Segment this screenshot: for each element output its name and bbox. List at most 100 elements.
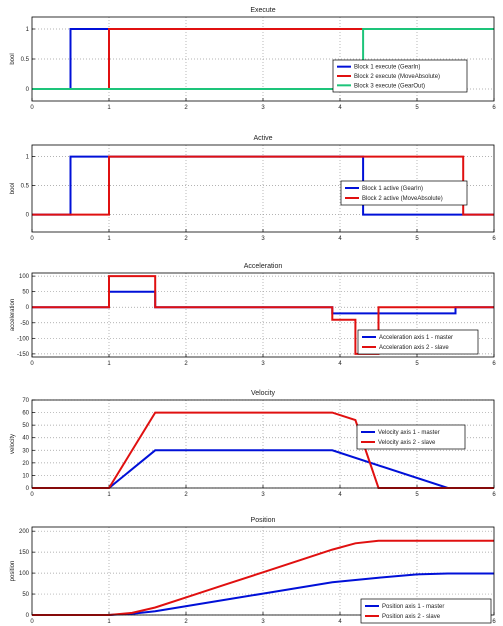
x-tick-label: 2	[184, 236, 188, 242]
legend-label: Position axis 1 - master	[382, 604, 444, 610]
series-line	[32, 539, 494, 616]
y-tick-label: -100	[17, 336, 30, 342]
x-tick-label: 6	[492, 619, 496, 625]
legend-label: Block 2 active (MoveAbsolute)	[362, 196, 443, 202]
legend-box	[356, 424, 466, 450]
chart-title: Velocity	[251, 390, 276, 397]
x-tick-label: 0	[30, 619, 34, 625]
legend-label: Acceleration axis 1 - master	[379, 335, 453, 341]
x-tick-label: 6	[492, 236, 496, 242]
chart-title: Execute	[250, 7, 275, 14]
x-tick-label: 4	[338, 492, 342, 498]
series-line	[32, 155, 494, 216]
x-tick-label: 1	[107, 236, 111, 242]
y-tick-label: 100	[19, 571, 30, 577]
y-tick-label: 1	[26, 155, 30, 161]
chart-title: Active	[253, 135, 272, 142]
x-tick-label: 0	[30, 492, 34, 498]
y-tick-label: 50	[22, 423, 29, 429]
legend-label: Acceleration axis 2 - slave	[379, 345, 449, 351]
y-tick-label: 40	[22, 436, 29, 442]
legend-label: Block 3 execute (GearOut)	[354, 83, 425, 89]
x-tick-label: 2	[184, 492, 188, 498]
y-tick-label: -150	[17, 352, 30, 358]
y-tick-label: 100	[19, 274, 30, 280]
legend-box	[340, 180, 468, 206]
y-tick-label: 0.5	[21, 184, 30, 190]
x-tick-label: 2	[184, 361, 188, 367]
legend-box	[332, 59, 468, 93]
chart-panel-4: 0 1 2 3 4 5 6010203040506070VelocityvelocityVe…	[10, 390, 496, 498]
legend-box	[360, 598, 492, 624]
y-tick-label: 0	[26, 486, 30, 492]
x-tick-label: 4	[338, 236, 342, 242]
y-tick-label: 0.5	[21, 57, 30, 63]
y-tick-label: 70	[22, 398, 29, 404]
y-tick-label: 1	[26, 27, 30, 33]
x-tick-label: 0	[30, 361, 34, 367]
x-tick-label: 3	[261, 361, 265, 367]
legend-box	[357, 329, 479, 355]
legend-label: Block 2 execute (MoveAbsolute)	[354, 74, 440, 80]
x-tick-label: 4	[338, 361, 342, 367]
x-tick-label: 3	[261, 236, 265, 242]
y-axis-label: velocity	[10, 434, 16, 454]
x-tick-label: 5	[415, 105, 419, 111]
legend-label: Block 1 active (GearIn)	[362, 186, 423, 192]
chart-panel-5: 0123456050100150200PositionpositionPosit…	[10, 517, 496, 625]
x-tick-label: 1	[107, 105, 111, 111]
y-tick-label: 0	[26, 305, 30, 311]
chart-panel-2: 0 1 2 3 4 5 6 0 0.5 1 Active bool Block 1 active (Ge…	[10, 135, 496, 242]
series-line	[32, 28, 494, 90]
x-tick-label: 5	[415, 361, 419, 367]
legend-label: Velocity axis 1 - master	[378, 430, 440, 436]
x-tick-label: 2	[184, 619, 188, 625]
axes-frame	[31, 16, 495, 102]
y-tick-label: 0	[26, 87, 30, 93]
y-tick-label: -50	[20, 321, 29, 327]
y-axis-label: acceleration	[10, 299, 16, 331]
x-tick-label: 1	[107, 361, 111, 367]
y-tick-label: 200	[19, 529, 30, 535]
chart-panel-1: 0 1 2 3 4 5 6 0 0.5 1 Execute bool Block 1 execute (…	[10, 7, 496, 111]
y-tick-label: 30	[22, 448, 29, 454]
x-tick-label: 2	[184, 105, 188, 111]
y-tick-label: 50	[22, 592, 29, 598]
y-tick-label: 10	[22, 473, 29, 479]
x-tick-label: 3	[261, 492, 265, 498]
x-tick-label: 4	[338, 619, 342, 625]
x-tick-label: 4	[338, 105, 342, 111]
y-axis-label: bool	[10, 53, 16, 64]
x-tick-label: 3	[261, 619, 265, 625]
y-axis-label: bool	[10, 183, 16, 194]
x-tick-label: 0	[30, 105, 34, 111]
axes-frame	[31, 526, 495, 616]
legend-label: Position axis 2 - slave	[382, 614, 441, 620]
axes-frame	[31, 144, 495, 233]
y-tick-label: 50	[22, 290, 29, 296]
axes-frame	[31, 272, 495, 358]
x-tick-label: 6	[492, 105, 496, 111]
x-tick-label: 5	[415, 492, 419, 498]
legend: Block 1 execute (GearIn) Block 2 execute …	[332, 59, 468, 93]
x-tick-label: 6	[492, 492, 496, 498]
x-tick-label: 0	[30, 236, 34, 242]
y-tick-label: 20	[22, 461, 29, 467]
legend-label: Velocity axis 2 - slave	[378, 440, 436, 446]
chart-title: Position	[251, 517, 276, 524]
legend: Acceleration axis 1 - master Acceleration…	[357, 329, 479, 355]
legend: Position axis 1 - master Position axis 2 …	[360, 598, 492, 624]
chart-title: Acceleration	[244, 263, 283, 270]
legend-label: Block 1 execute (GearIn)	[354, 65, 420, 71]
y-tick-label: 0	[26, 213, 30, 219]
x-tick-label: 1	[107, 619, 111, 625]
y-tick-label: 150	[19, 550, 30, 556]
x-tick-label: 5	[415, 236, 419, 242]
y-axis-label: position	[10, 561, 16, 582]
x-tick-label: 3	[261, 105, 265, 111]
y-tick-label: 0	[26, 613, 30, 619]
legend: Block 1 active (GearIn) Block 2 active (M…	[340, 180, 468, 206]
x-tick-label: 1	[107, 492, 111, 498]
y-tick-label: 60	[22, 411, 29, 417]
